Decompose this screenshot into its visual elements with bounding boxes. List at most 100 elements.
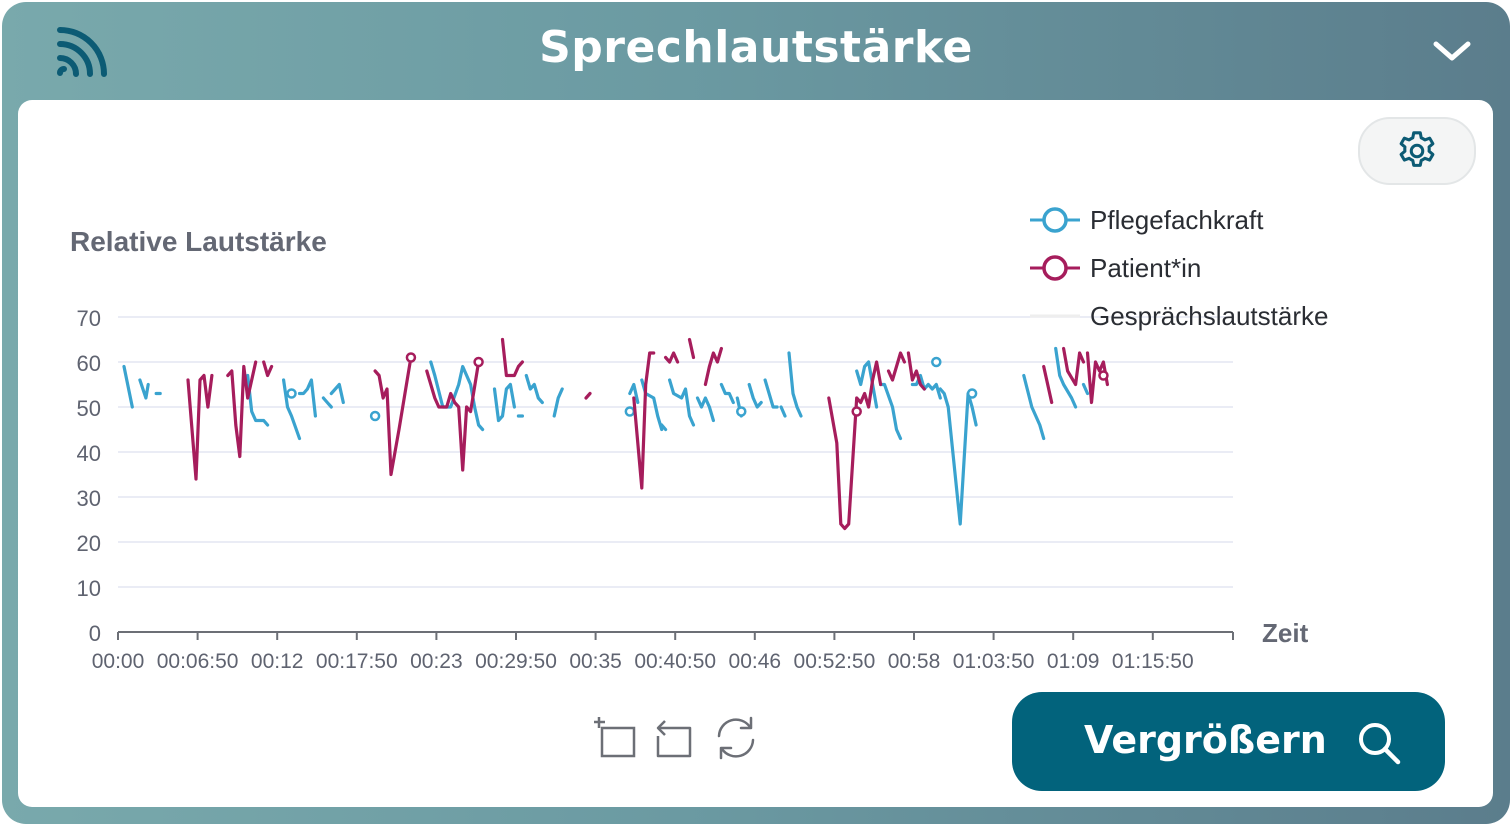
series-line: [262, 360, 274, 378]
series-line: [329, 382, 345, 405]
data-point[interactable]: [286, 388, 297, 399]
series-line: [1085, 351, 1110, 405]
y-tick-label: 50: [77, 396, 101, 421]
series-line: [763, 378, 779, 409]
y-tick-label: 40: [77, 441, 101, 466]
legend-label-patient: Patient*in: [1090, 253, 1201, 283]
y-tick-label: 0: [89, 621, 101, 646]
zoom-button-label: Vergrößern: [1084, 718, 1327, 762]
x-tick-label: 00:06:50: [157, 650, 239, 673]
legend-label-pflege: Pflegefachkraft: [1090, 205, 1264, 235]
x-tick-label: 00:46: [729, 650, 782, 673]
series-line: [695, 396, 716, 423]
x-tick-label: 00:35: [569, 650, 622, 673]
chart-card: [18, 100, 1493, 807]
zoom-select-icon[interactable]: [592, 714, 640, 762]
series-pflege: [122, 346, 1090, 526]
series-line: [282, 378, 302, 441]
series-line: [687, 337, 696, 360]
series-line: [628, 382, 640, 405]
series-line: [660, 423, 668, 432]
series-line: [703, 346, 724, 387]
x-tick-label: 00:52:50: [794, 650, 876, 673]
series-line: [1042, 364, 1054, 405]
grid: 0 10 20 30 40 50 60 70: [77, 306, 1233, 646]
data-point[interactable]: [851, 406, 862, 417]
series-line: [719, 382, 735, 405]
series-line: [584, 391, 592, 400]
signal-icon: [57, 27, 107, 77]
series-line: [524, 373, 544, 405]
x-tick-label: 01:03:50: [953, 650, 1035, 673]
series-line: [500, 337, 525, 378]
series-line: [425, 360, 481, 472]
data-point[interactable]: [624, 406, 636, 417]
series-line: [226, 360, 258, 459]
y-axis-title: Relative Lautstärke: [70, 226, 327, 257]
series-line: [632, 351, 656, 490]
gear-icon: [1399, 131, 1435, 167]
data-point[interactable]: [736, 406, 747, 417]
x-axis: 00:00 00:06:50 00:12 00:17:50 00:23 00:29:50 0…: [92, 631, 1234, 673]
series-line: [878, 382, 903, 441]
series-line: [552, 387, 564, 418]
x-tick-label: 00:23: [410, 650, 463, 673]
data-point[interactable]: [405, 352, 417, 363]
legend: Pflegefachkraft Patient*in Gesprächslaut…: [1030, 205, 1328, 331]
series-line: [321, 396, 333, 409]
chevron-down-icon[interactable]: [1428, 36, 1476, 68]
series-line: [1054, 346, 1078, 409]
series-line: [747, 382, 763, 409]
legend-item-patient[interactable]: Patient*in: [1030, 253, 1201, 283]
legend-item-gespraech[interactable]: Gesprächslautstärke: [1030, 301, 1328, 331]
x-tick-label: 00:12: [251, 650, 304, 673]
y-tick-label: 20: [77, 531, 101, 556]
series-line: [855, 360, 879, 409]
series-line: [827, 360, 883, 531]
series-line: [779, 405, 787, 418]
series-line: [246, 373, 270, 427]
series-line: [910, 373, 942, 400]
series-line: [186, 373, 214, 481]
y-tick-label: 60: [77, 351, 101, 376]
series-line: [906, 351, 926, 391]
data-point[interactable]: [473, 356, 484, 368]
data-point[interactable]: [369, 410, 381, 422]
x-tick-label: 00:58: [888, 650, 941, 673]
series-line: [1081, 382, 1090, 396]
series-line: [886, 351, 907, 382]
legend-label-gespraech: Gesprächslautstärke: [1090, 301, 1328, 331]
y-tick-label: 30: [77, 486, 101, 511]
data-point[interactable]: [1098, 370, 1109, 381]
legend-item-pflege[interactable]: Pflegefachkraft: [1030, 205, 1264, 235]
series-line: [938, 387, 978, 526]
series-patient: [186, 337, 1110, 531]
data-point[interactable]: [931, 356, 942, 368]
x-tick-label: 01:15:50: [1112, 650, 1194, 673]
zoom-back-icon[interactable]: [652, 714, 700, 762]
y-tick-label: 10: [77, 576, 101, 601]
series-line: [373, 355, 413, 477]
series-lines: [122, 337, 1110, 531]
x-tick-label: 00:40:50: [634, 650, 716, 673]
x-tick-label: 00:17:50: [316, 650, 398, 673]
series-line: [492, 382, 517, 423]
series-line: [429, 360, 485, 432]
x-axis-title: Zeit: [1262, 618, 1309, 648]
settings-button[interactable]: [1358, 117, 1476, 185]
x-tick-label: 00:00: [92, 650, 145, 673]
y-tick-label: 70: [77, 306, 101, 331]
x-tick-label: 01:09: [1047, 650, 1100, 673]
series-line: [297, 378, 317, 418]
data-point[interactable]: [966, 388, 978, 399]
x-tick-label: 00:29:50: [475, 650, 557, 673]
series-line: [663, 351, 680, 364]
magnifier-icon: [1359, 723, 1401, 765]
series-line: [1022, 373, 1046, 441]
zoom-button[interactable]: Vergrößern: [1012, 692, 1445, 791]
series-line: [122, 364, 134, 409]
widget-title: Sprechlautstärke: [539, 22, 973, 73]
restore-icon[interactable]: [712, 714, 760, 762]
series-line: [1061, 346, 1086, 387]
